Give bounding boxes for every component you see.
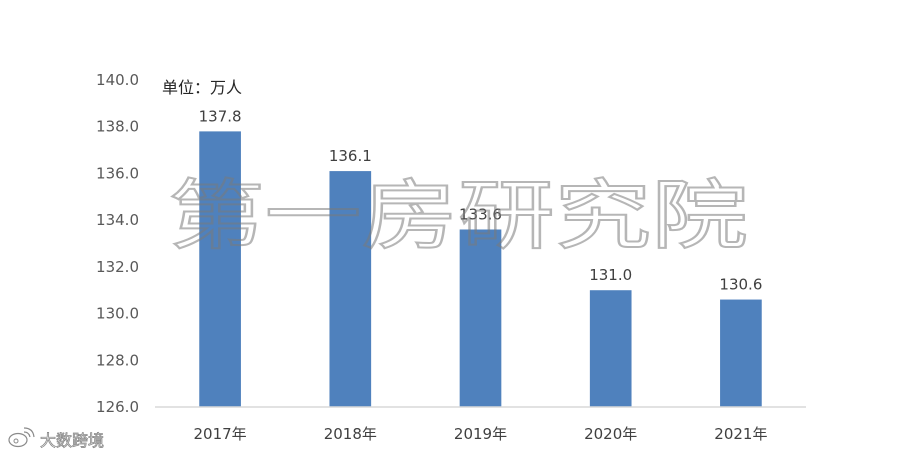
weibo-icon xyxy=(8,427,35,448)
unit-label: 单位：万人 xyxy=(162,78,242,97)
watermark-text: 第一房研究院 xyxy=(168,171,748,260)
bar-series xyxy=(199,131,762,407)
x-tick-label: 2017年 xyxy=(194,425,247,443)
data-labels: 137.8 136.1 133.6 131.0 130.6 xyxy=(199,107,763,293)
bar xyxy=(459,229,502,407)
bar xyxy=(720,299,762,407)
data-label: 130.6 xyxy=(719,276,762,294)
y-tick-label: 138.0 xyxy=(96,118,139,136)
x-tick-label: 2020年 xyxy=(584,425,637,443)
x-tick-label: 2019年 xyxy=(454,425,507,443)
y-tick-label: 134.0 xyxy=(96,211,139,229)
data-label: 136.1 xyxy=(329,147,372,165)
y-tick-label: 130.0 xyxy=(96,305,139,323)
data-label: 131.0 xyxy=(589,266,632,284)
bar xyxy=(329,171,372,407)
y-tick-label: 128.0 xyxy=(96,351,139,369)
y-axis: 126.0 128.0 130.0 132.0 134.0 136.0 138.0 140.0 xyxy=(96,71,139,416)
data-label: 137.8 xyxy=(199,107,242,125)
logo-text: 大数跨境 xyxy=(40,431,104,450)
logo-watermark: 大数跨境 xyxy=(8,427,104,450)
x-tick-label: 2018年 xyxy=(324,425,377,443)
y-tick-label: 136.0 xyxy=(96,164,139,182)
y-tick-label: 140.0 xyxy=(96,71,139,89)
bar xyxy=(199,131,241,407)
y-tick-label: 132.0 xyxy=(96,258,139,276)
x-axis: 2017年 2018年 2019年 2020年 2021年 xyxy=(194,425,768,443)
y-tick-label: 126.0 xyxy=(96,398,139,416)
bar xyxy=(589,290,632,407)
data-label: 133.6 xyxy=(459,205,502,223)
x-tick-label: 2021年 xyxy=(714,425,767,443)
